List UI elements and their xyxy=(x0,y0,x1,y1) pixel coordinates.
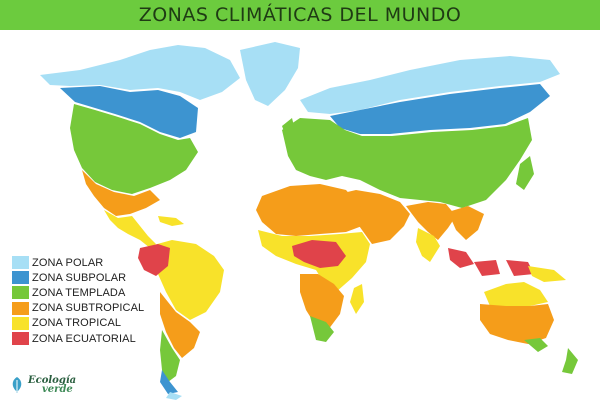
legend-item-subpolar: ZONA SUBPOLAR xyxy=(12,270,144,285)
new-zealand-templada xyxy=(562,348,578,374)
africa-subtropical-south xyxy=(300,274,344,330)
india-tropical xyxy=(416,228,440,262)
legend-swatch-subpolar xyxy=(12,271,29,285)
southeast-asia-subtropical xyxy=(448,206,484,240)
leaf-icon xyxy=(12,377,22,393)
legend-label-polar: ZONA POLAR xyxy=(32,256,104,269)
africa xyxy=(256,184,370,342)
legend-item-subtropical: ZONA SUBTROPICAL xyxy=(12,301,144,316)
africa-templada xyxy=(310,316,334,342)
indonesia-equatorial-2 xyxy=(474,260,500,276)
south-america-subpolar xyxy=(160,370,178,394)
southern-tip-polar xyxy=(166,392,182,400)
australia-templada xyxy=(524,338,548,352)
uk-templada xyxy=(282,118,296,142)
greenland-polar xyxy=(240,42,300,106)
ecologia-verde-logo: Ecología verde xyxy=(10,375,77,395)
japan-templada xyxy=(516,156,534,190)
legend-swatch-tropical xyxy=(12,316,29,330)
legend-label-tropical: ZONA TROPICAL xyxy=(32,317,122,330)
south-america-subtropical xyxy=(160,292,200,358)
caribbean-tropical xyxy=(158,216,184,226)
legend-swatch-polar xyxy=(12,256,29,270)
legend-item-ecuatorial: ZONA ECUATORIAL xyxy=(12,331,144,346)
logo-text: Ecología verde xyxy=(28,375,77,395)
logo-line-1: Ecología xyxy=(28,375,77,386)
new-guinea-tropical xyxy=(528,266,566,282)
legend-item-polar: ZONA POLAR xyxy=(12,255,144,270)
eurasia-subpolar xyxy=(330,84,550,134)
north-america-subtropical xyxy=(82,170,160,216)
legend-swatch-templada xyxy=(12,286,29,300)
legend-label-templada: ZONA TEMPLADA xyxy=(32,286,126,299)
title-bar: ZONAS CLIMÁTICAS DEL MUNDO xyxy=(0,0,600,30)
south-asia-subtropical xyxy=(406,202,456,240)
north-america-polar xyxy=(40,45,240,100)
indonesia-equatorial-1 xyxy=(448,248,474,268)
africa-equatorial xyxy=(292,240,346,268)
australia xyxy=(480,282,578,374)
eurasia-polar xyxy=(300,56,560,114)
south-america xyxy=(138,240,224,394)
logo-line-2: verde xyxy=(42,384,73,395)
indonesia xyxy=(448,248,566,282)
map-legend: ZONA POLAR ZONA SUBPOLAR ZONA TEMPLADA Z… xyxy=(12,255,144,346)
legend-label-subpolar: ZONA SUBPOLAR xyxy=(32,271,127,284)
madagascar-tropical xyxy=(350,284,364,314)
legend-swatch-ecuatorial xyxy=(12,332,29,346)
south-america-templada xyxy=(160,330,180,382)
africa-subtropical-north xyxy=(256,184,362,236)
australia-tropical xyxy=(484,282,548,306)
eurasia-templada xyxy=(282,118,532,208)
world-map xyxy=(40,42,578,400)
south-america-equatorial xyxy=(138,244,170,276)
legend-item-templada: ZONA TEMPLADA xyxy=(12,285,144,300)
north-america-templada xyxy=(70,104,198,194)
north-america-subpolar xyxy=(60,86,198,138)
indonesia-equatorial-3 xyxy=(506,260,534,276)
map-title: ZONAS CLIMÁTICAS DEL MUNDO xyxy=(138,4,462,26)
central-america-tropical xyxy=(104,210,156,248)
legend-label-subtropical: ZONA SUBTROPICAL xyxy=(32,302,145,315)
legend-item-tropical: ZONA TROPICAL xyxy=(12,316,144,331)
australia-subtropical xyxy=(480,304,554,344)
north-america xyxy=(40,45,240,248)
legend-swatch-subtropical xyxy=(12,301,29,315)
legend-label-ecuatorial: ZONA ECUATORIAL xyxy=(32,332,136,345)
eurasia xyxy=(282,56,560,262)
